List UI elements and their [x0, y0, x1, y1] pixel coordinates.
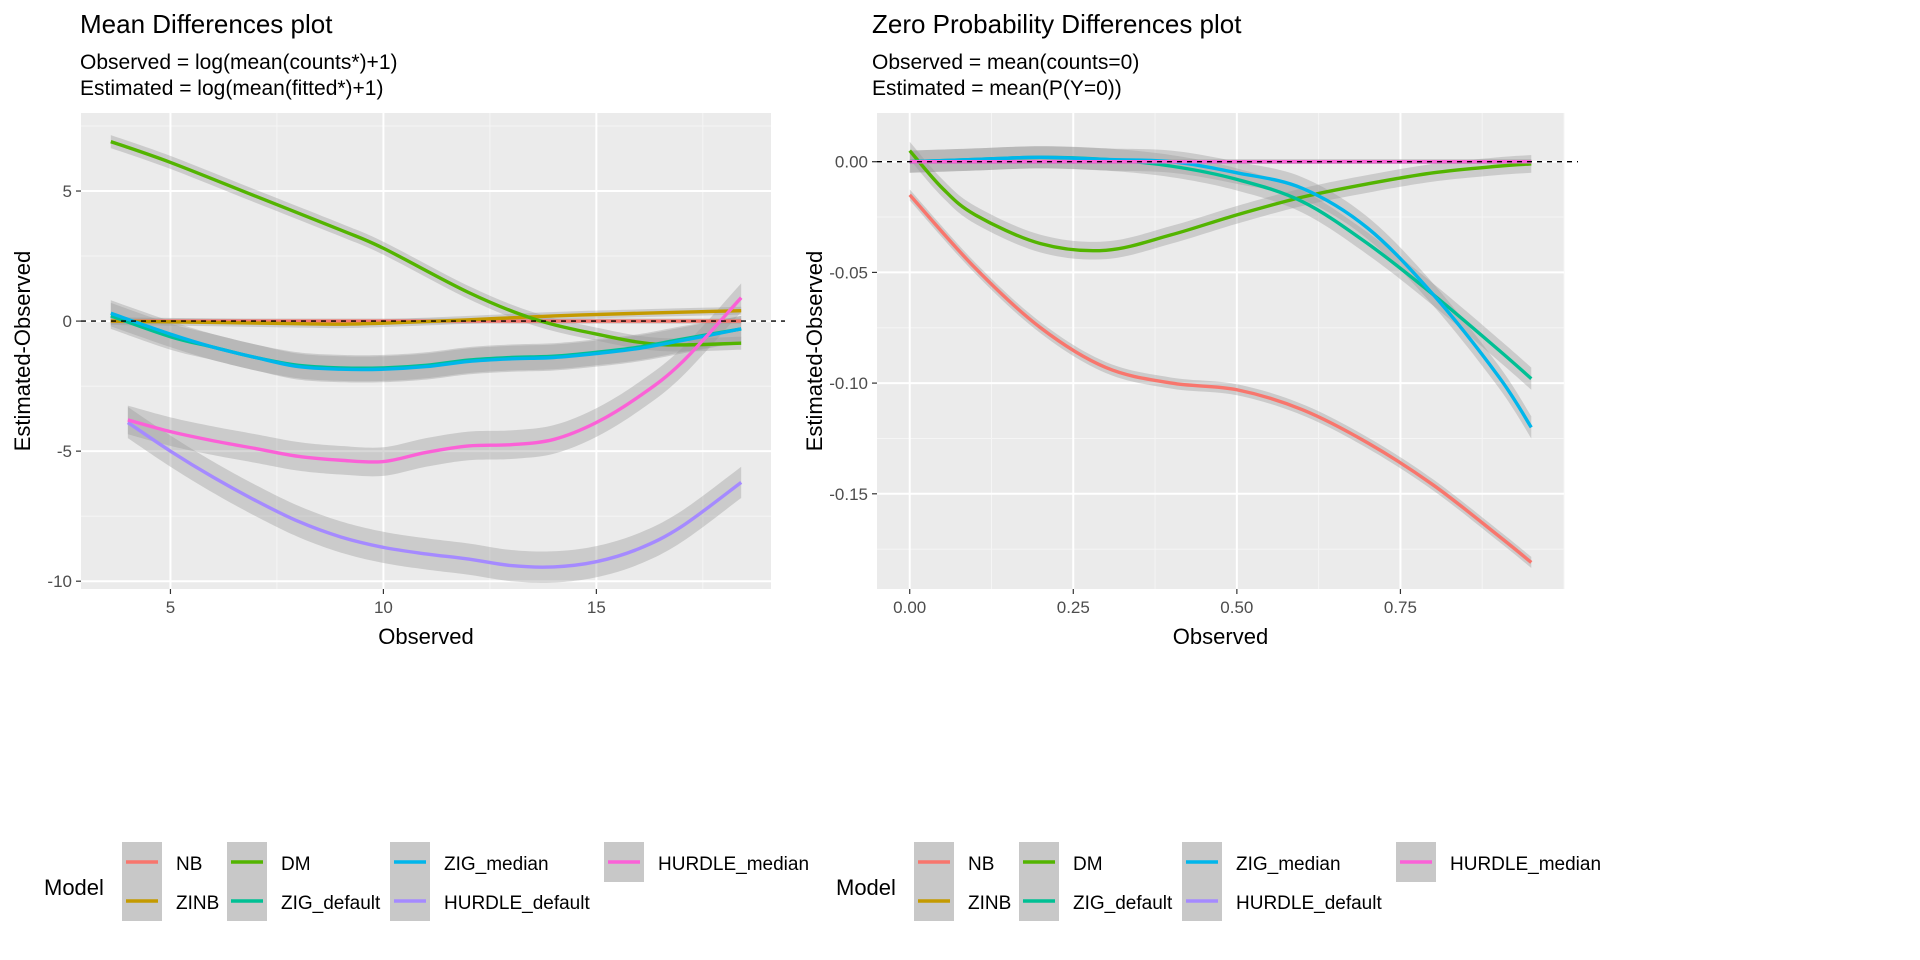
legend-title: Model — [44, 875, 104, 900]
legend-label: NB — [176, 854, 202, 875]
y-tick-label: -10 — [47, 572, 72, 591]
legend-key-zinb — [122, 881, 162, 921]
legend-key-zig-default — [1019, 881, 1059, 921]
legend: Model NB ZINB DM ZIG_default ZIG_median HURDLE… — [836, 842, 1601, 921]
legend-label: ZINB — [176, 893, 219, 914]
data-layer — [110, 135, 743, 583]
legend-label: HURDLE_default — [444, 893, 590, 914]
y-axis-title: Estimated-Observed — [10, 251, 35, 452]
legend-key-dm — [227, 842, 267, 882]
y-tick-label: -0.15 — [829, 485, 868, 504]
y-tick-label: -0.05 — [829, 263, 868, 282]
legend-label: DM — [1073, 854, 1103, 875]
legend-key-nb — [122, 842, 162, 882]
x-tick-label: 0.25 — [1057, 598, 1090, 617]
confidence-band-hurdle-default — [127, 406, 742, 583]
chart-subtitle: Observed = log(mean(counts*)+1) — [80, 51, 398, 74]
legend-key-zinb — [914, 881, 954, 921]
legend-label: ZIG_median — [1236, 854, 1341, 875]
x-axis-title: Observed — [1173, 624, 1268, 649]
series-line-nb — [908, 193, 1533, 564]
legend-key-hurdle-default — [1182, 881, 1222, 921]
legend-label: ZIG_default — [281, 893, 381, 914]
legend-key-hurdle-median — [604, 842, 644, 882]
x-tick-label: 0.50 — [1220, 598, 1253, 617]
x-tick-label: 5 — [166, 598, 175, 617]
zero-probability-differences-panel: Zero Probability Differences plot Observe… — [802, 9, 1601, 921]
chart-title: Zero Probability Differences plot — [872, 9, 1242, 39]
series-line-zinb — [110, 308, 742, 326]
plot-background — [81, 113, 771, 589]
series-line-zig-median — [110, 311, 742, 372]
chart-subtitle: Estimated = log(mean(fitted*)+1) — [80, 77, 383, 100]
legend-label: ZIG_median — [444, 854, 549, 875]
x-tick-label: 0.75 — [1384, 598, 1417, 617]
legend-key-nb — [914, 842, 954, 882]
legend-label: HURDLE_median — [658, 854, 809, 875]
legend-label: ZIG_default — [1073, 893, 1173, 914]
series-line-hurdle-default — [126, 421, 743, 569]
x-axis-title: Observed — [378, 624, 473, 649]
legend-key-zig-default — [227, 881, 267, 921]
series-line-dm — [908, 149, 1532, 253]
y-tick-label: 5 — [63, 182, 72, 201]
mean-differences-panel: Mean Differences plot Observed = log(mean… — [10, 9, 809, 921]
legend-key-hurdle-default — [390, 881, 430, 921]
legend-label: HURDLE_default — [1236, 893, 1382, 914]
legend-key-zig-median — [1182, 842, 1222, 882]
y-tick-label: -5 — [57, 442, 72, 461]
legend-label: ZINB — [968, 893, 1011, 914]
chart-subtitle: Observed = mean(counts=0) — [872, 51, 1139, 74]
legend-key-hurdle-median — [1396, 842, 1436, 882]
series-line-dm — [110, 140, 742, 347]
legend-label: DM — [281, 854, 311, 875]
legend-label: NB — [968, 854, 994, 875]
x-tick-label: 0.00 — [893, 598, 926, 617]
axes: 0.00 0.25 0.50 0.75 -0.15 -0.10 -0.05 0.00 Obser… — [802, 153, 1417, 649]
y-tick-label: 0 — [63, 312, 72, 331]
legend: Model NB ZINB DM ZIG_default ZIG_median HURDLE… — [44, 842, 809, 921]
y-tick-label: 0.00 — [835, 153, 868, 172]
y-axis-title: Estimated-Observed — [802, 251, 827, 452]
legend-label: HURDLE_median — [1450, 854, 1601, 875]
chart-title: Mean Differences plot — [80, 9, 333, 39]
series-line-hurdle-median — [127, 296, 743, 464]
x-tick-label: 15 — [587, 598, 606, 617]
x-tick-label: 10 — [374, 598, 393, 617]
legend-key-zig-median — [390, 842, 430, 882]
legend-key-dm — [1019, 842, 1059, 882]
chart-subtitle: Estimated = mean(P(Y=0)) — [872, 77, 1122, 100]
axes: 5 10 15 -10 -5 0 5 Observed Estimated-Observed — [10, 182, 606, 649]
legend-title: Model — [836, 875, 896, 900]
y-tick-label: -0.10 — [829, 374, 868, 393]
series-line-zig-median — [909, 155, 1533, 429]
